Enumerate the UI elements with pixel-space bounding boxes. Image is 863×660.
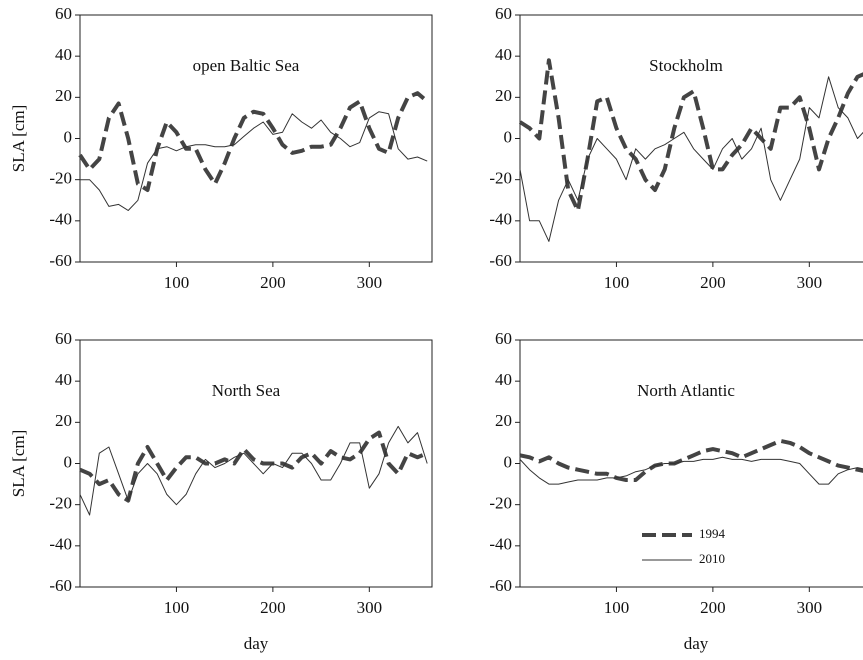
y-tick-label: 60: [55, 4, 72, 23]
x-tick-label: 100: [164, 598, 190, 617]
y-tick-label: 0: [504, 452, 513, 471]
y-tick-label: -60: [489, 251, 512, 270]
y-tick-label: 60: [55, 329, 72, 348]
y-tick-label: 20: [55, 411, 72, 430]
y-tick-label: 0: [504, 127, 513, 146]
series-line: [519, 76, 863, 242]
series-line: [79, 430, 428, 503]
panel-label: open Baltic Sea: [193, 56, 300, 75]
y-tick-label: -20: [489, 494, 512, 513]
y-tick-label: 40: [55, 370, 72, 389]
y-tick-label: -40: [489, 535, 512, 554]
plot-frame: [79, 339, 433, 588]
legend-label: 1994: [699, 526, 726, 541]
series-line: [79, 425, 428, 516]
y-tick-label: 0: [64, 127, 73, 146]
x-tick-label: 200: [700, 598, 726, 617]
series-line: [519, 456, 863, 485]
x-tick-label: 300: [797, 273, 823, 292]
y-tick-label: 60: [495, 329, 512, 348]
x-tick-label: 100: [604, 273, 630, 292]
y-tick-label: 20: [55, 86, 72, 105]
y-tick-label: 20: [495, 86, 512, 105]
series-line: [78, 91, 429, 192]
y-tick-label: -40: [49, 210, 72, 229]
x-tick-label: 300: [357, 598, 383, 617]
series-line: [518, 58, 863, 213]
x-tick-label: 100: [604, 598, 630, 617]
y-tick-label: -60: [49, 576, 72, 595]
series-line: [80, 111, 428, 211]
y-tick-label: 40: [495, 370, 512, 389]
y-tick-label: 40: [55, 45, 72, 64]
legend-label: 2010: [699, 551, 725, 566]
y-tick-label: 40: [495, 45, 512, 64]
y-axis-label: SLA [cm]: [9, 430, 28, 498]
x-axis-label: day: [684, 634, 709, 653]
panel-label: North Atlantic: [637, 381, 735, 400]
y-tick-label: -40: [489, 210, 512, 229]
panel-label: North Sea: [212, 381, 281, 400]
x-tick-label: 200: [260, 598, 286, 617]
x-tick-label: 300: [797, 598, 823, 617]
y-axis-label: SLA [cm]: [9, 105, 28, 173]
x-tick-label: 100: [164, 273, 190, 292]
panel-label: Stockholm: [649, 56, 723, 75]
x-tick-label: 200: [700, 273, 726, 292]
y-tick-label: 20: [495, 411, 512, 430]
y-tick-label: -20: [49, 169, 72, 188]
x-tick-label: 200: [260, 273, 286, 292]
y-tick-label: -40: [49, 535, 72, 554]
y-tick-label: -20: [49, 494, 72, 513]
x-tick-label: 300: [357, 273, 383, 292]
y-tick-label: 60: [495, 4, 512, 23]
series-line: [519, 438, 863, 482]
plot-frame: [519, 339, 863, 588]
x-axis-label: day: [244, 634, 269, 653]
y-tick-label: -20: [489, 169, 512, 188]
y-tick-label: -60: [489, 576, 512, 595]
y-tick-label: -60: [49, 251, 72, 270]
plot-frame: [79, 14, 433, 263]
y-tick-label: 0: [64, 452, 73, 471]
